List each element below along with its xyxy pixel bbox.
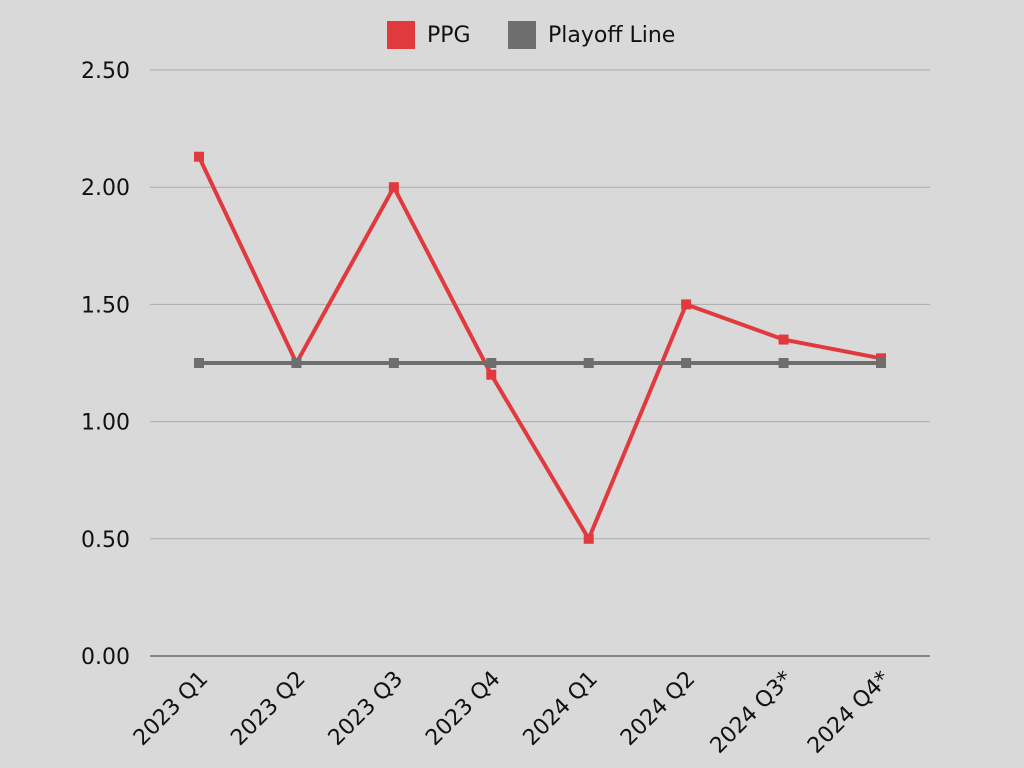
playoff-line-point bbox=[681, 358, 692, 368]
playoff-line-point bbox=[583, 358, 594, 368]
x-tick-label: 2023 Q1 bbox=[129, 667, 213, 751]
y-tick-label: 2.00 bbox=[81, 176, 130, 201]
x-tick-label: 2023 Q4 bbox=[421, 667, 505, 751]
ppg-line bbox=[197, 155, 882, 544]
y-tick-label: 0.00 bbox=[81, 645, 130, 670]
playoff-line-point bbox=[876, 358, 886, 368]
playoff-line-point bbox=[194, 358, 204, 368]
legend-item-ppg: PPG bbox=[387, 21, 471, 49]
ppg-point bbox=[778, 334, 789, 345]
series-playoff-line bbox=[194, 358, 886, 368]
grid bbox=[150, 69, 930, 657]
ppg-point bbox=[388, 182, 399, 193]
x-tick-label: 2024 Q3* bbox=[706, 667, 798, 759]
x-tick-label: 2023 Q3 bbox=[324, 667, 408, 751]
ppg-point bbox=[194, 151, 204, 162]
ppg-point bbox=[583, 533, 594, 544]
legend-label-playoff-line: Playoff Line bbox=[548, 23, 675, 48]
legend-swatch-ppg bbox=[387, 21, 415, 49]
legend-swatch-playoff-line bbox=[508, 21, 536, 49]
playoff-line-point bbox=[486, 358, 497, 368]
playoff-line-point bbox=[388, 358, 399, 368]
y-tick-label: 0.50 bbox=[81, 528, 130, 553]
legend-label-ppg: PPG bbox=[427, 23, 471, 48]
x-tick-label: 2024 Q2 bbox=[616, 667, 700, 751]
playoff-line-point bbox=[778, 358, 789, 368]
x-tick-label: 2024 Q1 bbox=[519, 667, 603, 751]
x-tick-label: 2023 Q2 bbox=[226, 667, 310, 751]
y-axis: 0.00 0.50 1.00 1.50 2.00 2.50 bbox=[81, 59, 130, 670]
series-layer bbox=[194, 151, 886, 544]
y-tick-label: 1.00 bbox=[81, 411, 130, 436]
ppg-point bbox=[681, 299, 692, 310]
ppg-point bbox=[486, 369, 497, 380]
x-axis: 2023 Q1 2023 Q2 2023 Q3 2023 Q4 2024 Q1 2024 … bbox=[129, 667, 895, 759]
x-tick-label: 2024 Q4* bbox=[803, 667, 895, 759]
legend-item-playoff-line: Playoff Line bbox=[508, 21, 675, 49]
y-tick-label: 2.50 bbox=[81, 59, 130, 84]
legend: PPG Playoff Line bbox=[387, 21, 675, 49]
y-tick-label: 1.50 bbox=[81, 293, 130, 318]
series-ppg bbox=[194, 151, 886, 544]
playoff-line-point bbox=[291, 358, 302, 368]
